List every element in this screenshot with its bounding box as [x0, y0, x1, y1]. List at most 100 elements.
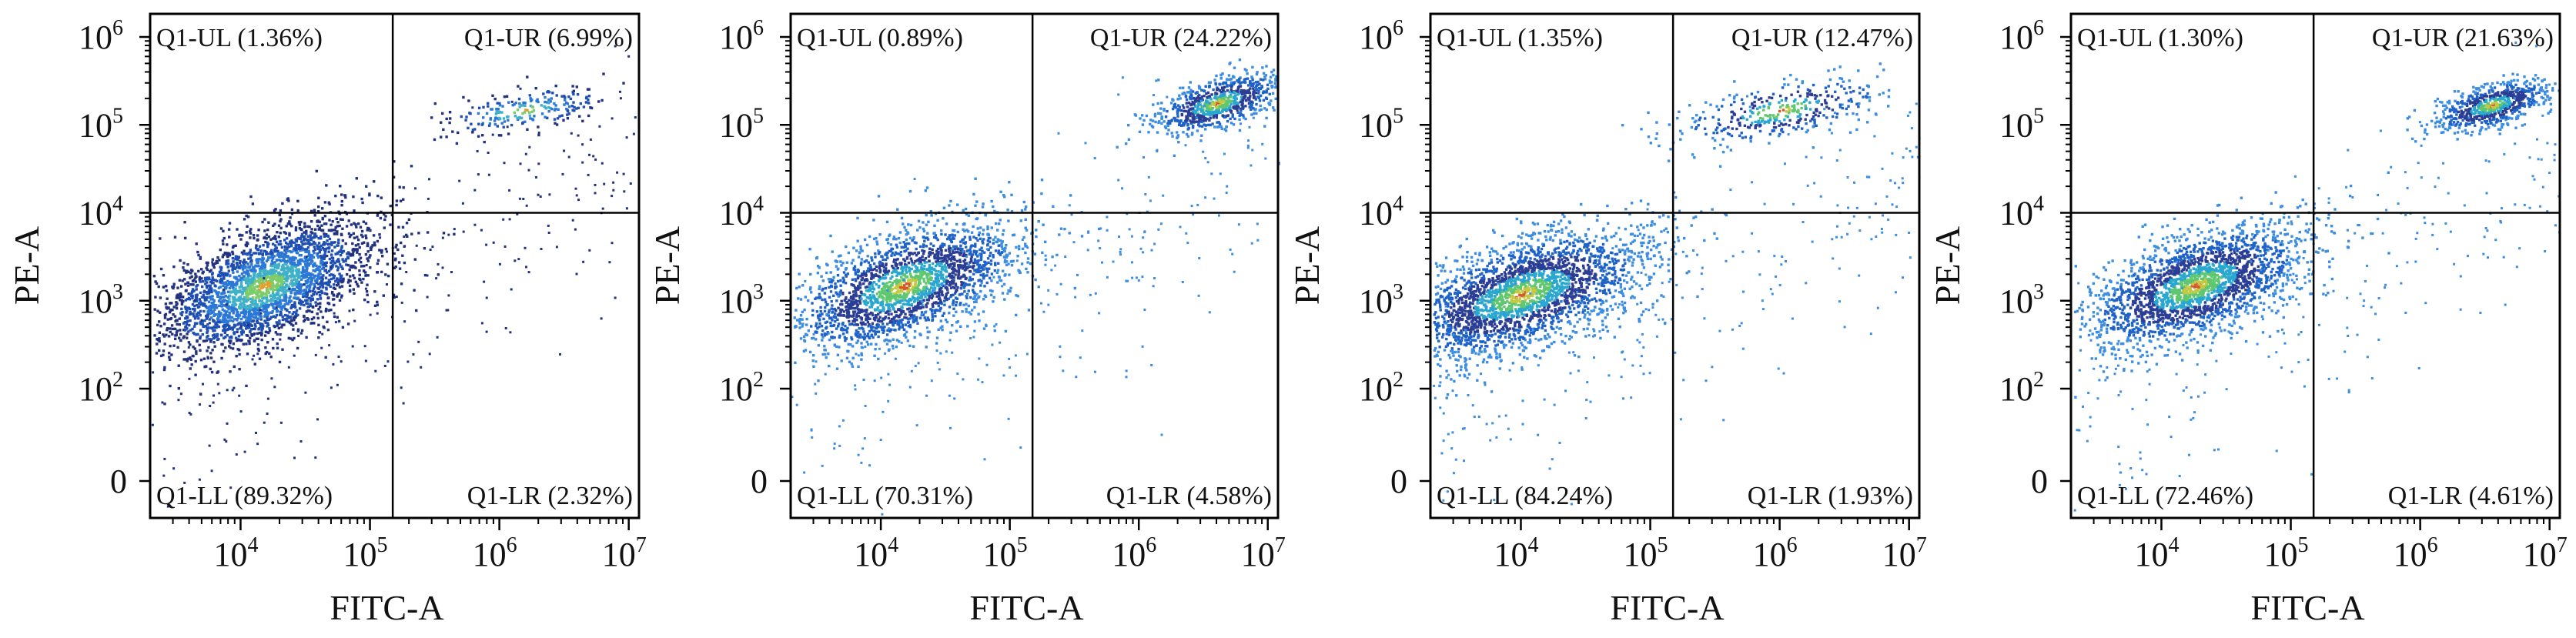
- event-dot: [834, 320, 837, 323]
- event-dot: [229, 342, 232, 345]
- event-dot: [522, 101, 525, 105]
- event-dot: [330, 266, 333, 269]
- event-dot: [504, 327, 507, 329]
- event-dot: [853, 265, 857, 268]
- event-dot: [213, 329, 216, 332]
- event-dot: [970, 231, 974, 234]
- y-axis-label: PE-A: [7, 226, 46, 305]
- x-tick-label: 107: [602, 533, 647, 573]
- event-dot: [288, 321, 292, 325]
- event-dot: [246, 283, 249, 286]
- event-dot: [937, 270, 940, 273]
- event-dot: [285, 237, 289, 240]
- event-dot: [314, 301, 317, 304]
- event-dot: [229, 486, 233, 489]
- event-dot: [284, 246, 287, 249]
- event-dot: [827, 352, 830, 356]
- scatter-points: [151, 45, 637, 508]
- event-dot: [906, 231, 909, 234]
- event-dot: [896, 286, 899, 289]
- event-dot: [336, 295, 339, 298]
- event-dot: [897, 284, 901, 287]
- event-dot: [1035, 229, 1038, 232]
- event-dot: [353, 209, 356, 212]
- event-dot: [983, 294, 986, 297]
- event-dot: [982, 232, 985, 236]
- event-dot: [274, 296, 277, 300]
- event-dot: [518, 197, 521, 200]
- event-dot: [212, 401, 215, 404]
- event-dot: [301, 300, 304, 304]
- event-dot: [218, 259, 221, 262]
- event-dot: [794, 361, 797, 364]
- event-dot: [336, 244, 340, 247]
- event-dot: [217, 312, 221, 316]
- event-dot: [866, 269, 869, 273]
- event-dot: [586, 88, 590, 91]
- event-dot: [309, 231, 313, 234]
- event-dot: [428, 352, 431, 356]
- event-dot: [186, 306, 189, 309]
- event-dot: [182, 262, 186, 265]
- event-dot: [526, 128, 529, 131]
- event-dot: [540, 104, 543, 107]
- event-dot: [193, 317, 197, 320]
- event-dot: [272, 315, 276, 318]
- event-dot: [442, 232, 446, 235]
- event-dot: [820, 333, 824, 336]
- event-dot: [295, 279, 299, 282]
- event-dot: [174, 327, 177, 331]
- event-dot: [258, 357, 262, 360]
- event-dot: [191, 302, 195, 306]
- event-dot: [975, 292, 979, 296]
- event-dot: [227, 305, 230, 308]
- event-dot: [209, 284, 212, 287]
- event-dot: [243, 263, 246, 266]
- event-dot: [492, 241, 495, 244]
- event-dot: [324, 234, 327, 238]
- event-dot: [971, 309, 974, 312]
- event-dot: [925, 186, 929, 189]
- event-dot: [261, 252, 264, 256]
- event-dot: [537, 193, 540, 196]
- event-dot: [325, 265, 328, 268]
- event-dot: [503, 245, 507, 248]
- event-dot: [957, 269, 961, 272]
- event-dot: [186, 269, 189, 272]
- event-dot: [355, 225, 358, 229]
- event-dot: [869, 268, 872, 272]
- event-dot: [179, 329, 182, 332]
- event-dot: [319, 260, 323, 263]
- event-dot: [998, 276, 1001, 279]
- event-dot: [209, 340, 212, 343]
- event-dot: [187, 270, 190, 273]
- event-dot: [194, 373, 197, 376]
- event-dot: [493, 119, 497, 122]
- event-dot: [316, 219, 319, 223]
- event-dot: [839, 284, 842, 287]
- event-dot: [277, 284, 280, 287]
- event-dot: [166, 327, 169, 330]
- event-dot: [493, 97, 497, 101]
- event-dot: [187, 346, 190, 349]
- event-dot: [957, 274, 960, 277]
- event-dot: [202, 294, 206, 297]
- event-dot: [293, 276, 296, 279]
- event-dot: [554, 107, 557, 111]
- event-dot: [433, 138, 437, 142]
- event-dot: [232, 319, 235, 322]
- event-dot: [232, 310, 236, 313]
- event-dot: [262, 244, 265, 247]
- event-dot: [966, 266, 969, 269]
- event-dot: [587, 114, 590, 118]
- event-dot: [309, 322, 313, 325]
- event-dot: [863, 309, 866, 312]
- event-dot: [860, 353, 863, 356]
- event-dot: [308, 243, 312, 246]
- event-dot: [423, 247, 427, 250]
- event-dot: [283, 272, 286, 276]
- event-dot: [907, 325, 910, 328]
- event-dot: [858, 286, 862, 289]
- event-dot: [841, 332, 845, 336]
- event-dot: [832, 294, 835, 297]
